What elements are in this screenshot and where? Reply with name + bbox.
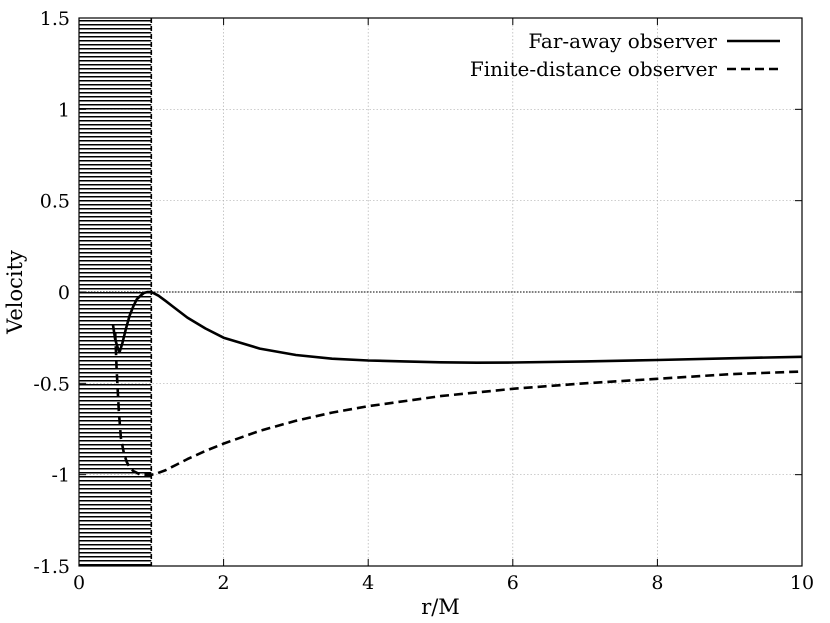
y-tick-label: -1.5 bbox=[33, 556, 70, 578]
x-tick-label: 0 bbox=[73, 572, 85, 594]
x-tick-label: 6 bbox=[507, 572, 519, 594]
y-tick-label: 1.5 bbox=[40, 8, 70, 30]
y-tick-label: 0.5 bbox=[40, 191, 70, 213]
series-line-1 bbox=[111, 290, 802, 364]
legend: Far-away observer Finite-distance observe… bbox=[470, 29, 780, 81]
y-tick-label: 1 bbox=[58, 99, 70, 121]
x-tick-label: 2 bbox=[218, 572, 230, 594]
axis-ticks: 0 2 4 6 8 10 -1.5 -1 -0.5 0 0.5 1 1.5 bbox=[33, 8, 814, 594]
reference-lines bbox=[79, 18, 802, 566]
y-axis-label: Velocity bbox=[3, 250, 27, 335]
series-layer bbox=[111, 290, 802, 476]
legend-label: Far-away observer bbox=[528, 29, 717, 53]
x-tick-label: 10 bbox=[790, 572, 814, 594]
x-axis-label: r/M bbox=[421, 595, 460, 619]
series-line-2 bbox=[113, 332, 802, 476]
x-tick-label: 4 bbox=[362, 572, 374, 594]
legend-label: Finite-distance observer bbox=[470, 57, 718, 81]
y-tick-label: -1 bbox=[51, 465, 70, 487]
y-tick-label: -0.5 bbox=[33, 373, 70, 395]
y-tick-label: 0 bbox=[58, 282, 70, 304]
x-tick-label: 8 bbox=[651, 572, 663, 594]
